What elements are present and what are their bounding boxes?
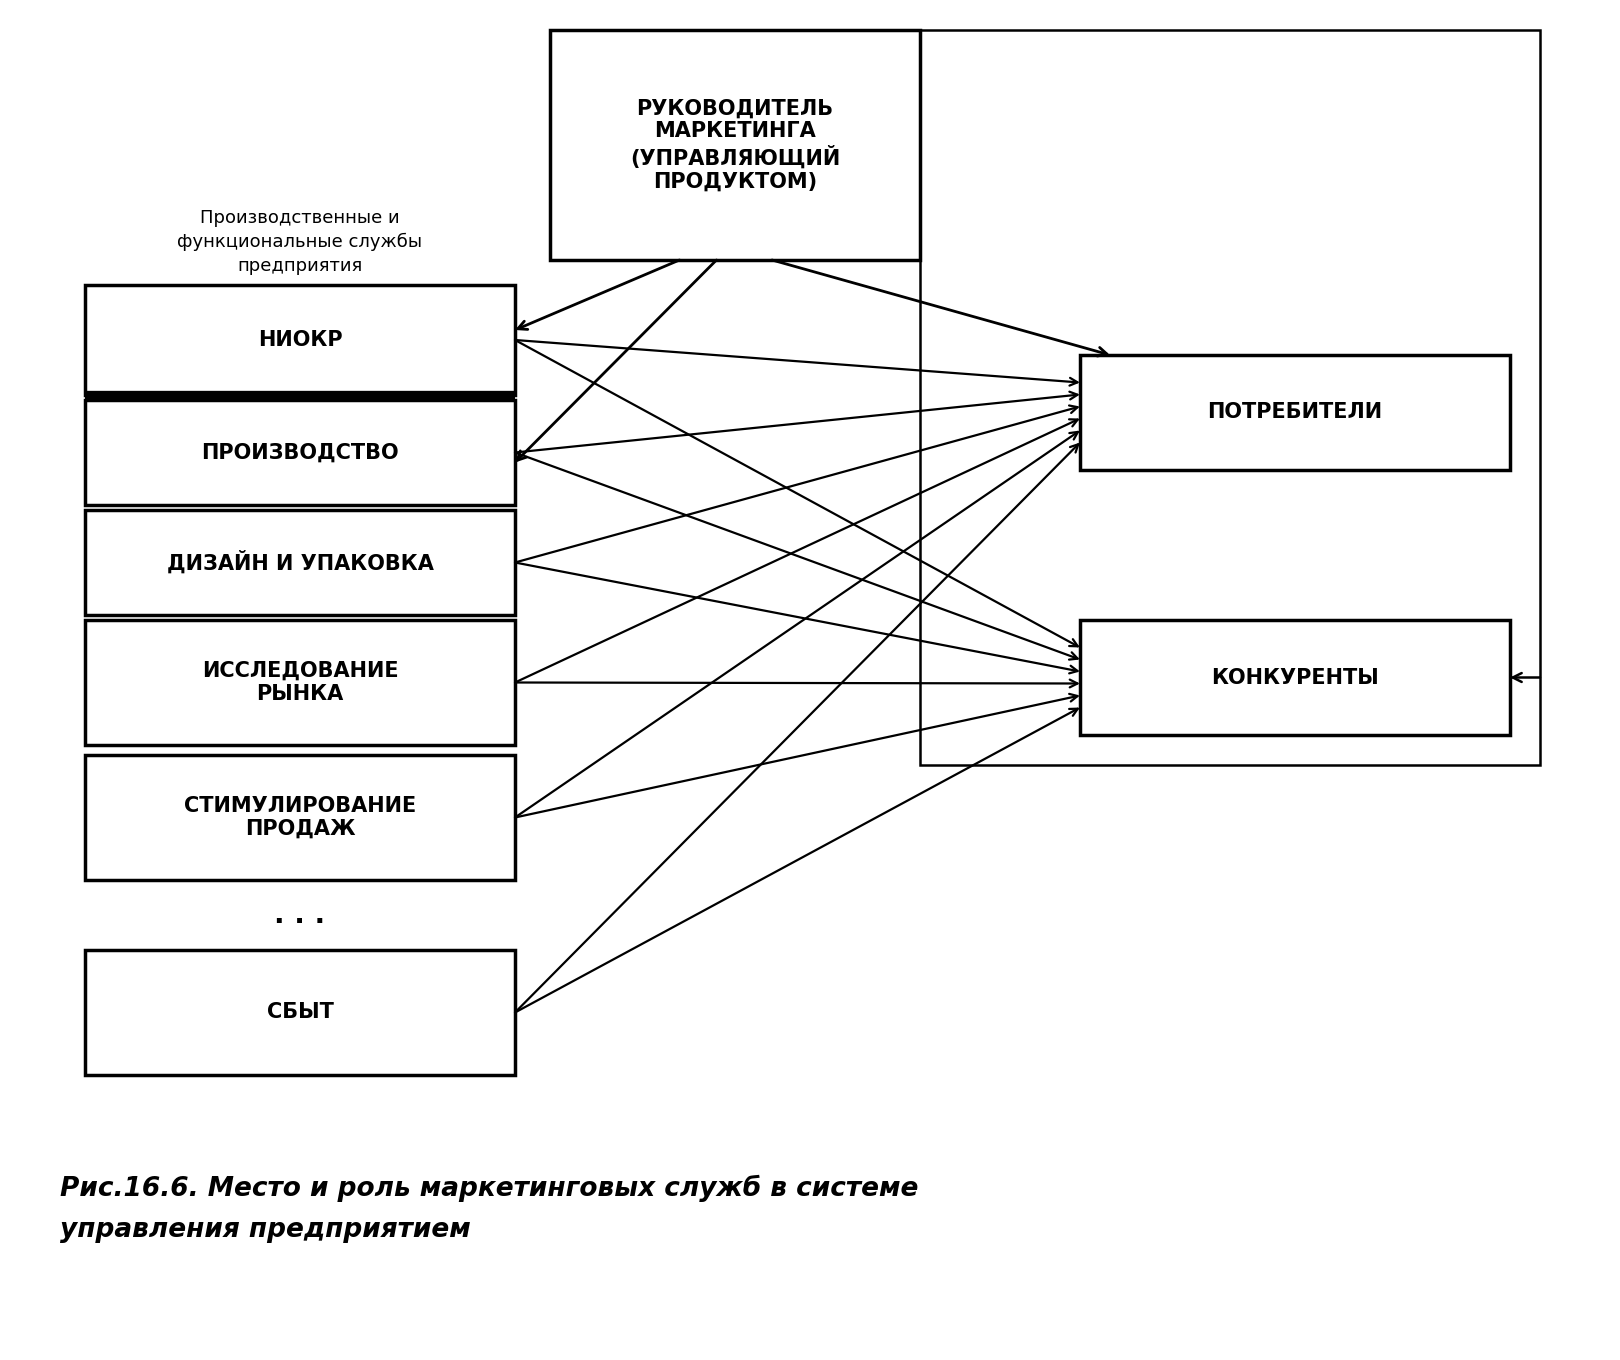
- Text: управления предприятием: управления предприятием: [60, 1217, 471, 1243]
- Text: ИССЛЕДОВАНИЕ
РЫНКА: ИССЛЕДОВАНИЕ РЫНКА: [201, 661, 399, 704]
- Text: Рис.16.6. Место и роль маркетинговых служб в системе: Рис.16.6. Место и роль маркетинговых слу…: [60, 1175, 919, 1202]
- Bar: [920, 30, 1541, 764]
- Text: Производственные и
функциональные службы
предприятия: Производственные и функциональные службы…: [178, 209, 423, 275]
- Bar: [84, 286, 515, 394]
- Bar: [84, 755, 515, 880]
- Bar: [84, 400, 515, 505]
- Bar: [84, 620, 515, 745]
- Text: РУКОВОДИТЕЛЬ
МАРКЕТИНГА
(УПРАВЛЯЮЩИЙ
ПРОДУКТОМ): РУКОВОДИТЕЛЬ МАРКЕТИНГА (УПРАВЛЯЮЩИЙ ПРО…: [630, 98, 841, 192]
- Text: СТИМУЛИРОВАНИЕ
ПРОДАЖ: СТИМУЛИРОВАНИЕ ПРОДАЖ: [185, 796, 416, 839]
- Text: ДИЗАЙН И УПАКОВКА: ДИЗАЙН И УПАКОВКА: [167, 551, 434, 574]
- Text: ПРОИЗВОДСТВО: ПРОИЗВОДСТВО: [201, 442, 399, 462]
- Bar: [551, 30, 920, 260]
- Text: КОНКУРЕНТЫ: КОНКУРЕНТЫ: [1212, 668, 1379, 688]
- Bar: [84, 951, 515, 1074]
- Text: . . .: . . .: [274, 900, 326, 929]
- Bar: [1081, 355, 1510, 471]
- Bar: [1081, 620, 1510, 734]
- Bar: [84, 510, 515, 615]
- Text: СБЫТ: СБЫТ: [267, 1002, 334, 1023]
- Text: НИОКР: НИОКР: [258, 330, 342, 350]
- Text: ПОТРЕБИТЕЛИ: ПОТРЕБИТЕЛИ: [1207, 403, 1382, 423]
